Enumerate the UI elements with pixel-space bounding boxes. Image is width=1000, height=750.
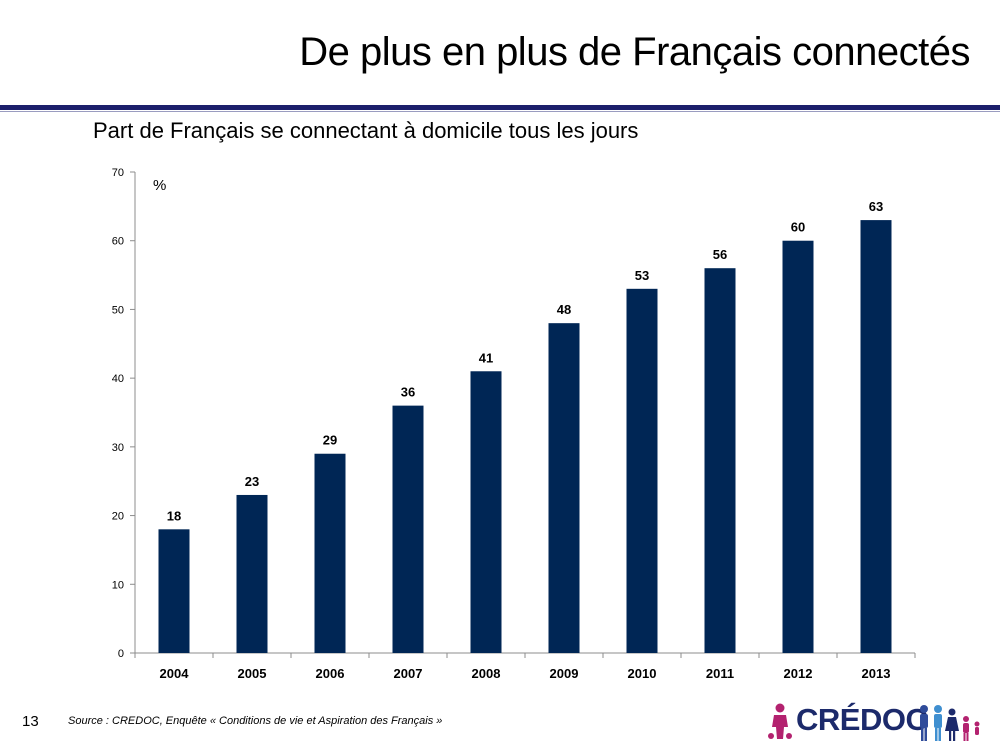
unit-label: % — [153, 177, 166, 194]
data-label: 23 — [245, 474, 259, 489]
x-tick-label: 2011 — [706, 666, 734, 681]
credoc-logo: CRÉDOC — [766, 700, 988, 744]
data-label: 60 — [791, 220, 805, 235]
data-label: 41 — [479, 350, 493, 365]
y-tick-label: 30 — [112, 442, 124, 454]
x-axis: 2004 2005 2006 2007 2008 2009 2010 2011 2012 2013 — [134, 652, 916, 681]
data-label: 63 — [869, 199, 883, 214]
data-labels: 18 23 29 36 41 48 53 56 60 63 — [167, 199, 883, 523]
x-tick-label: 2006 — [316, 666, 345, 681]
bar — [548, 323, 580, 653]
x-tick-label: 2005 — [238, 666, 267, 681]
page-number: 13 — [22, 713, 39, 730]
bar — [236, 494, 268, 653]
data-label: 56 — [713, 247, 727, 262]
y-tick-label: 10 — [112, 579, 124, 591]
data-label: 29 — [323, 433, 337, 448]
data-label: 48 — [557, 302, 571, 317]
slide-title: De plus en plus de Français connectés — [299, 30, 970, 74]
y-tick-label: 0 — [118, 648, 124, 660]
bar — [470, 371, 502, 653]
y-tick-label: 60 — [112, 236, 124, 248]
x-tick-label: 2009 — [550, 666, 579, 681]
logo-people-icon — [920, 705, 980, 741]
bar — [704, 268, 736, 653]
x-tick-label: 2007 — [394, 666, 423, 681]
source-note: Source : CREDOC, Enquête « Conditions de… — [68, 715, 443, 727]
y-tick-label: 40 — [112, 373, 124, 385]
bar — [626, 288, 658, 653]
bar — [392, 405, 424, 653]
data-label: 53 — [635, 268, 649, 283]
x-tick-label: 2012 — [784, 666, 813, 681]
x-tick-label: 2008 — [472, 666, 501, 681]
y-tick-label: 50 — [112, 304, 124, 316]
bar — [860, 220, 892, 653]
y-tick-label: 20 — [112, 511, 124, 523]
logo-left-figure-icon — [768, 703, 792, 739]
bar — [314, 453, 346, 653]
bar — [158, 529, 190, 653]
x-tick-label: 2010 — [628, 666, 657, 681]
y-tick-label: 70 — [112, 167, 124, 179]
bars — [158, 220, 892, 653]
x-tick-label: 2013 — [862, 666, 891, 681]
bar — [782, 240, 814, 653]
title-rule — [0, 105, 1000, 110]
title-rule-thin — [0, 111, 1000, 112]
data-label: 18 — [167, 508, 181, 523]
chart-subtitle: Part de Français se connectant à domicil… — [93, 118, 639, 143]
logo-wordmark: CRÉDOC — [796, 702, 928, 737]
y-axis: 0 10 20 30 40 50 60 70 — [112, 167, 136, 660]
data-label: 36 — [401, 385, 415, 400]
x-tick-label: 2004 — [160, 666, 190, 681]
